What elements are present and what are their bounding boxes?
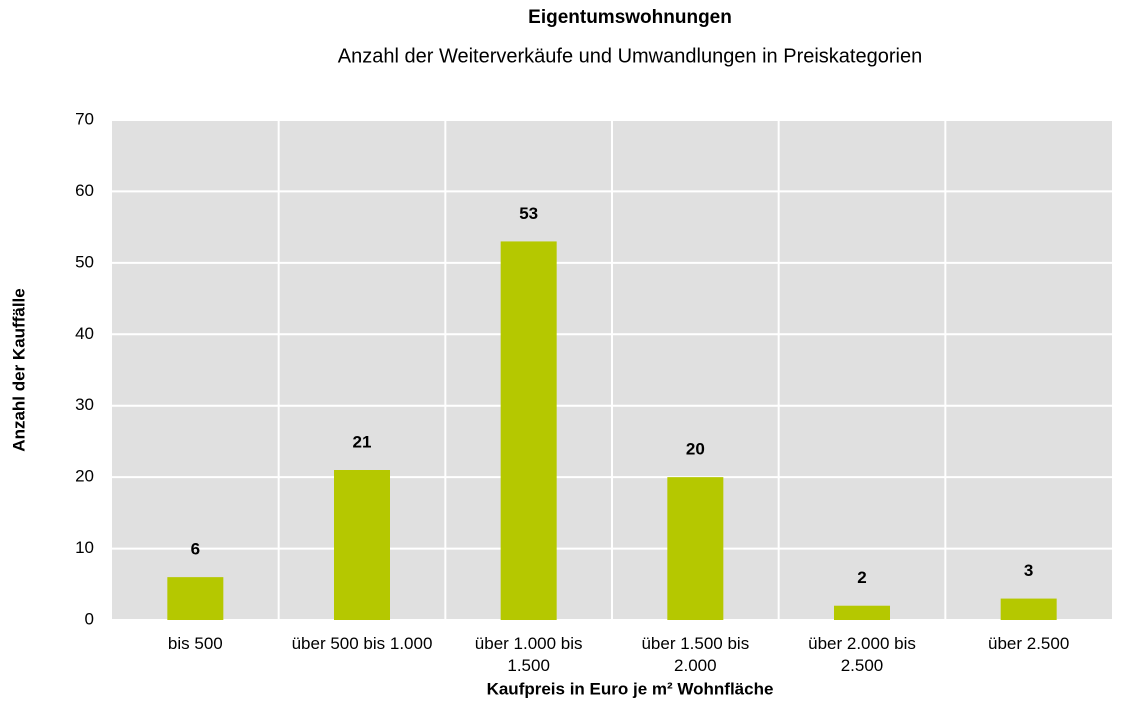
data-label: 2 bbox=[857, 568, 866, 587]
bar bbox=[667, 477, 724, 620]
y-tick-label: 20 bbox=[75, 467, 94, 486]
chart-subtitle: Anzahl der Weiterverkäufe und Umwandlung… bbox=[338, 45, 922, 67]
bar bbox=[500, 241, 557, 620]
bar bbox=[167, 577, 224, 620]
y-tick-label: 40 bbox=[75, 324, 94, 343]
y-tick-label: 30 bbox=[75, 395, 94, 414]
bar bbox=[334, 470, 390, 620]
x-tick-label: über 500 bis 1.000 bbox=[291, 634, 433, 653]
x-tick-label: über 1.500 bis 2.000 bbox=[641, 634, 750, 675]
bar bbox=[1000, 598, 1057, 620]
y-tick-label: 60 bbox=[75, 181, 94, 200]
x-tick-label: über 1.000 bis 1.500 bbox=[474, 634, 583, 675]
data-label: 3 bbox=[1024, 561, 1033, 580]
y-axis-label: Anzahl der Kauffälle bbox=[9, 288, 28, 451]
data-label: 20 bbox=[686, 440, 705, 459]
y-tick-label: 0 bbox=[85, 609, 94, 628]
data-label: 53 bbox=[519, 204, 538, 223]
x-tick-label: über 2.000 bis 2.500 bbox=[808, 634, 916, 675]
y-tick-label: 70 bbox=[75, 109, 94, 128]
data-label: 6 bbox=[191, 540, 200, 559]
y-tick-label: 10 bbox=[75, 538, 94, 557]
chart-title: Eigentumswohnungen bbox=[528, 7, 732, 28]
x-tick-label: bis 500 bbox=[167, 634, 223, 653]
x-axis-label: Kaufpreis in Euro je m² Wohnfläche bbox=[487, 679, 774, 698]
bar bbox=[834, 605, 890, 620]
x-tick-label: über 2.500 bbox=[988, 634, 1070, 653]
y-tick-label: 50 bbox=[75, 252, 94, 271]
data-label: 21 bbox=[353, 432, 372, 451]
